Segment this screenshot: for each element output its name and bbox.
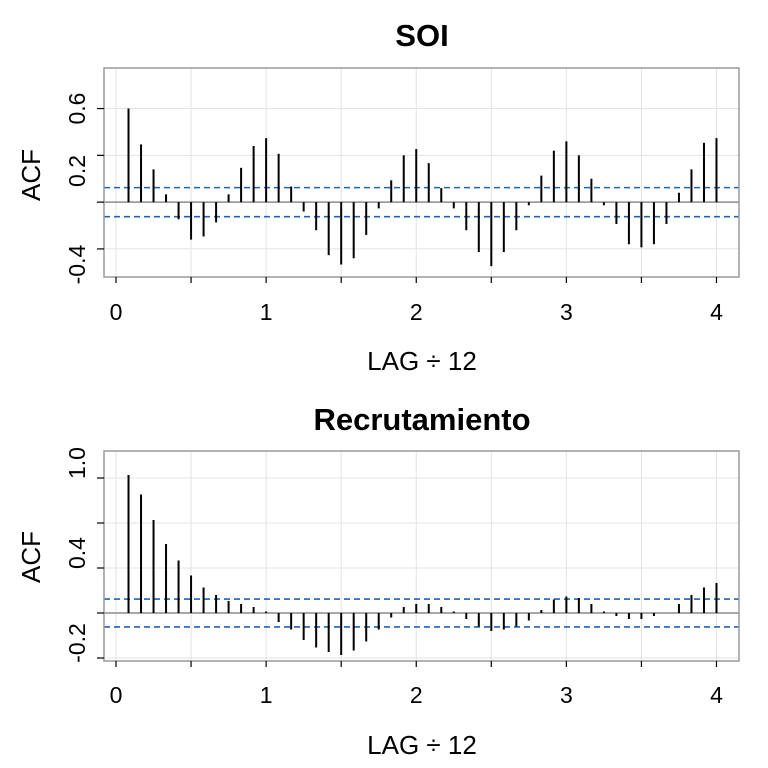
y-axis-label: ACF	[16, 531, 46, 583]
y-axis: -0.2 0.4 1.0	[64, 447, 104, 663]
x-tick-label: 4	[710, 682, 723, 708]
y-tick-label: -0.4	[64, 245, 90, 285]
y-tick-label: 1.0	[64, 447, 90, 479]
x-tick-label: 1	[260, 299, 273, 325]
grid	[104, 451, 739, 661]
y-tick-label: 0.6	[64, 93, 90, 125]
x-axis: 0 1 2 3 4	[110, 661, 723, 708]
x-axis-label: LAG ÷ 12	[367, 730, 477, 760]
y-tick-label: 0.4	[64, 537, 90, 569]
plot-frame	[103, 450, 740, 662]
grid	[104, 68, 739, 277]
y-axis: -0.4 0.2 0.6	[64, 93, 104, 285]
x-tick-label: 0	[110, 682, 123, 708]
chart-title: Recrutamiento	[313, 402, 530, 437]
x-tick-label: 3	[560, 682, 573, 708]
y-axis-label: ACF	[16, 149, 46, 201]
y-tick-label: -0.2	[64, 623, 90, 663]
x-tick-label: 4	[710, 299, 723, 325]
x-tick-label: 2	[410, 299, 423, 325]
y-tick-label: 0.2	[64, 155, 90, 187]
x-axis: 0 1 2 3 4	[110, 277, 723, 325]
recrutamiento-acf-panel: Recrutamiento LAG ÷ 12 ACF -0.2 0.4 1.0 0 1 2…	[16, 402, 740, 760]
x-tick-label: 3	[560, 299, 573, 325]
x-tick-label: 0	[110, 299, 123, 325]
x-tick-label: 1	[260, 682, 273, 708]
plot-frame	[103, 67, 740, 278]
soi-acf-panel: SOI LAG ÷ 12 ACF -0.4 0.2 0.6 0 1 2 3 4	[16, 18, 740, 376]
x-axis-label: LAG ÷ 12	[367, 346, 477, 376]
chart-title: SOI	[395, 18, 448, 53]
x-tick-label: 2	[410, 682, 423, 708]
